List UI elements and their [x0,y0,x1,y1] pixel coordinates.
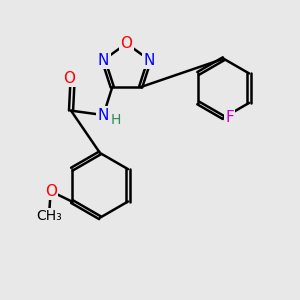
Text: N: N [98,52,109,68]
Text: N: N [98,108,109,123]
Text: O: O [63,71,75,86]
Text: O: O [120,36,132,51]
Text: O: O [45,184,57,199]
Text: F: F [225,110,234,125]
Text: N: N [144,52,155,68]
Text: H: H [111,113,121,128]
Text: CH₃: CH₃ [36,209,62,223]
